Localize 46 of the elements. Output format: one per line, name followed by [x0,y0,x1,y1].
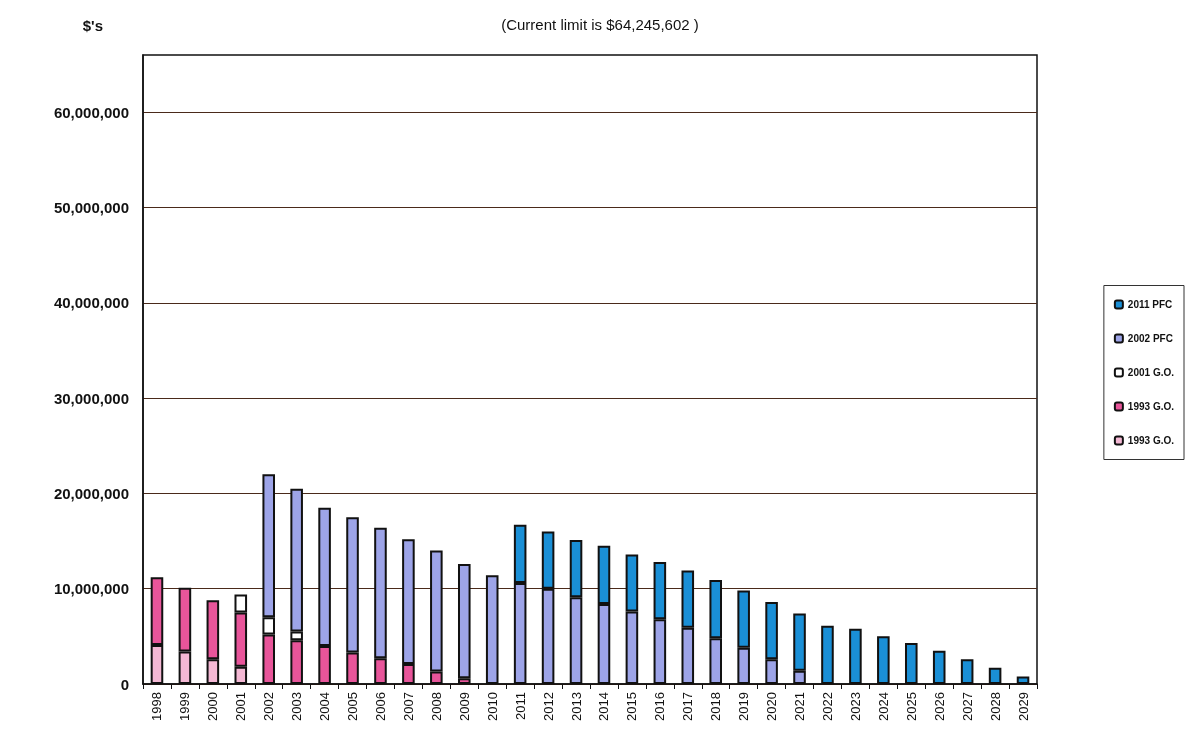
x-tick-label: 2025 [903,692,919,721]
x-tick-label: 2026 [931,692,947,721]
legend-label: 2001 G.O. [1127,367,1175,378]
x-tick-label: 2006 [372,692,388,721]
y-tick-label: 40,000,000 [53,294,129,312]
x-tick-label: 2010 [484,692,500,721]
x-tick-label: 2017 [680,692,696,721]
x-tick-label: 2014 [596,692,612,721]
x-tick-label: 2002 [261,692,277,721]
y-tick-label: 50,000,000 [53,198,129,216]
x-tick-label: 2018 [708,692,724,721]
x-tick-label: 2020 [764,692,780,721]
x-tick-label: 1999 [177,692,193,721]
x-tick-label: 2005 [345,692,361,721]
legend-label: 1993 G.O. [1127,401,1175,412]
x-tick-label: 2021 [792,692,808,721]
x-tick-label: 2008 [428,692,444,721]
x-tick-label: 1998 [149,692,165,721]
legend-label: 2011 PFC [1127,299,1173,310]
x-tick-label: 2016 [652,692,668,721]
x-tick-label: 2003 [289,692,305,721]
x-tick-label: 2024 [875,692,891,721]
x-tick-label: 2022 [819,692,835,721]
y-tick-label: 20,000,000 [53,484,129,502]
x-tick-label: 2029 [1015,692,1031,721]
x-tick-label: 2007 [400,692,416,721]
x-tick-label: 2023 [847,692,863,721]
x-tick-label: 2004 [317,692,333,721]
x-tick-label: 2009 [456,692,472,721]
x-tick-label: 2012 [540,692,556,721]
x-tick-label: 2015 [624,692,640,721]
y-axis-title: $'s [82,17,103,34]
x-tick-label: 2027 [959,692,975,721]
y-tick-label: 0 [120,675,129,693]
chart-title: (Current limit is $64,245,602 ) [501,16,699,33]
y-tick-label: 60,000,000 [53,103,129,121]
y-tick-label: 10,000,000 [53,580,129,598]
x-tick-label: 2011 [512,692,528,720]
x-tick-label: 2013 [568,692,584,721]
x-tick-label: 2000 [205,692,221,721]
legend-label: 1993 G.O. [1127,435,1175,446]
legend-label: 2002 PFC [1127,333,1173,344]
x-tick-label: 2001 [233,692,249,721]
x-tick-label: 2019 [736,692,752,721]
x-tick-label: 2028 [987,692,1003,721]
y-tick-label: 30,000,000 [53,389,129,407]
